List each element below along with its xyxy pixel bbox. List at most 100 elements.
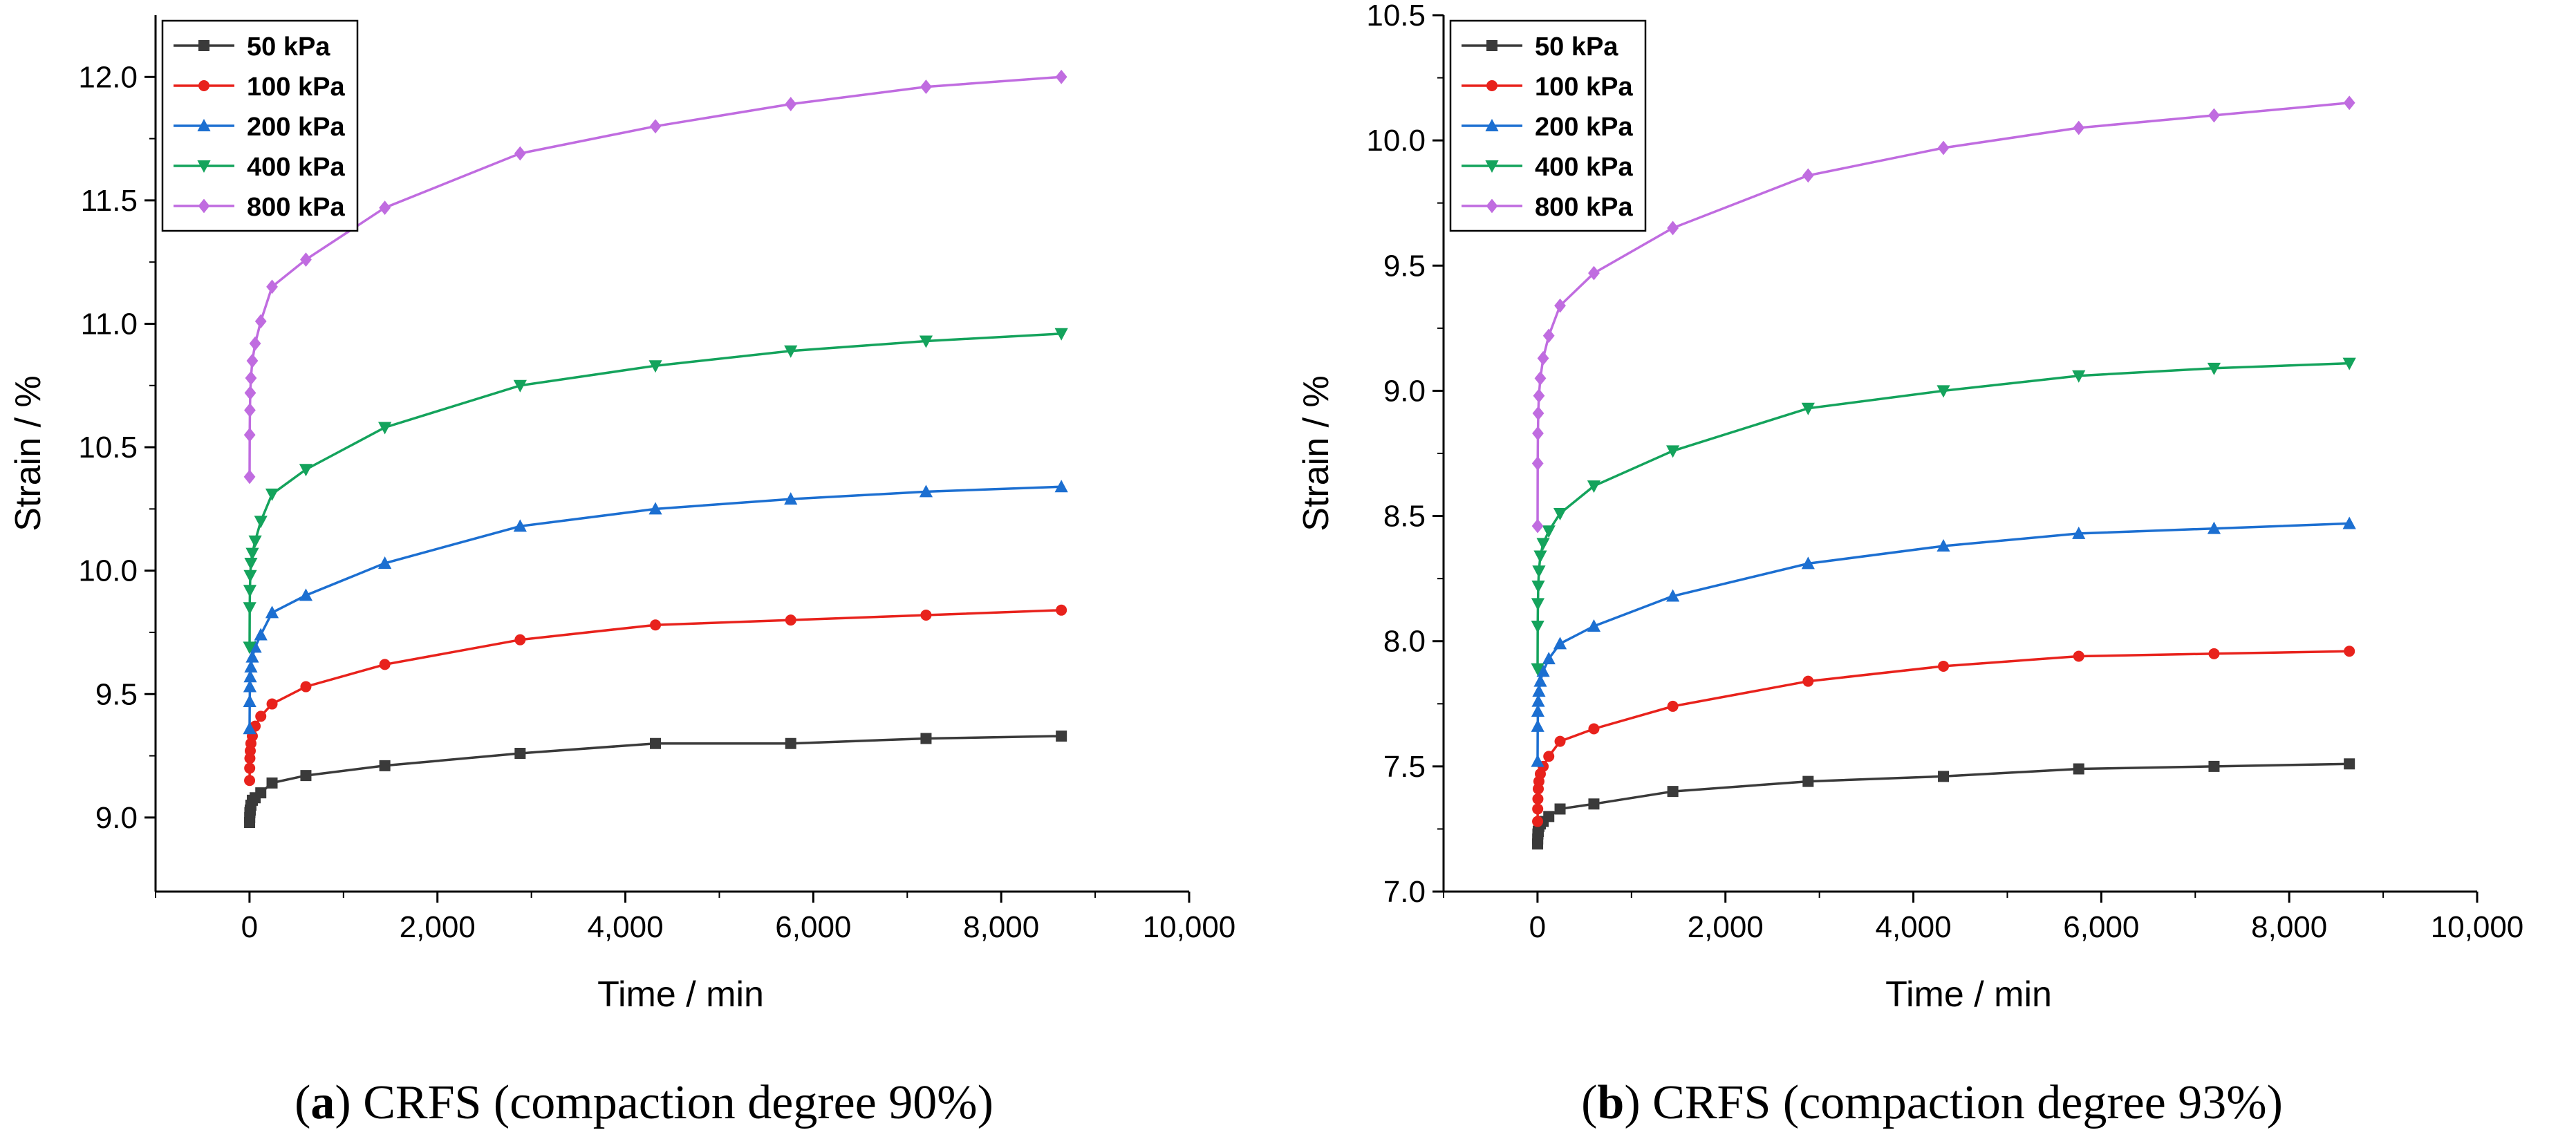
- series-line: [248, 735, 1062, 823]
- legend-label: 100 kPa: [1535, 73, 1633, 102]
- data-point: [1531, 704, 1545, 717]
- series-line: [248, 75, 1062, 477]
- data-point: [785, 97, 797, 111]
- data-point: [244, 762, 256, 774]
- data-point: [1532, 565, 1546, 578]
- data-point: [1801, 556, 1815, 570]
- data-point: [243, 679, 257, 693]
- caption-a: (a) CRFS (compaction degree 90%): [295, 1076, 993, 1129]
- data-point: [255, 711, 267, 722]
- data-point: [1553, 637, 1567, 650]
- y-tick-label: 7.5: [1383, 750, 1426, 784]
- x-tick-label: 8,000: [2251, 910, 2327, 944]
- data-point: [1588, 723, 1600, 735]
- data-point: [514, 747, 526, 759]
- data-point: [1802, 775, 1814, 787]
- data-point: [1554, 803, 1566, 815]
- y-tick-label: 11.5: [81, 184, 138, 218]
- y-tick-label: 10.5: [78, 431, 138, 464]
- y-tick-label: 11.0: [81, 307, 138, 341]
- data-point: [649, 119, 662, 134]
- data-point: [254, 516, 268, 529]
- data-point: [2072, 526, 2086, 539]
- legend-marker: [198, 40, 209, 51]
- data-point: [379, 200, 391, 216]
- data-point: [920, 609, 932, 621]
- data-point: [254, 314, 267, 329]
- data-point: [1542, 328, 1555, 344]
- data-point: [514, 146, 526, 161]
- data-point: [1667, 220, 1679, 236]
- x-tick-label: 8,000: [963, 910, 1039, 944]
- data-point: [1533, 550, 1547, 563]
- y-axis-label: Strain / %: [1296, 375, 1336, 531]
- legend-item: 100 kPa: [174, 73, 345, 102]
- x-tick-label: 4,000: [1875, 910, 1951, 944]
- data-point: [1056, 730, 1067, 742]
- data-point: [2208, 108, 2220, 123]
- data-point: [1937, 140, 1950, 156]
- data-point: [1588, 265, 1600, 281]
- data-point: [1532, 426, 1544, 441]
- legend-marker: [1485, 119, 1499, 131]
- data-point: [2207, 521, 2221, 534]
- series-50-kpa: [244, 730, 1067, 828]
- data-point: [2072, 370, 2086, 383]
- legend-label: 400 kPa: [247, 153, 345, 182]
- data-point: [1536, 664, 1550, 677]
- legend-label: 50 kPa: [1535, 32, 1618, 62]
- y-tick-label: 8.5: [1383, 500, 1426, 534]
- data-point: [1542, 525, 1556, 538]
- series-line: [248, 332, 1062, 648]
- y-tick-label: 7.0: [1383, 875, 1426, 909]
- data-point: [2073, 650, 2084, 662]
- data-point: [650, 737, 662, 749]
- data-point: [2073, 763, 2084, 775]
- data-point: [1802, 168, 1814, 183]
- data-point: [245, 650, 259, 663]
- series-800-kpa: [243, 69, 1067, 484]
- data-point: [1531, 518, 1544, 534]
- data-point: [243, 585, 257, 598]
- data-point: [2208, 760, 2220, 772]
- data-point: [1536, 538, 1550, 551]
- y-tick-label: 10.0: [78, 554, 138, 588]
- data-point: [785, 614, 796, 626]
- data-point: [1587, 619, 1601, 632]
- series-line: [1536, 522, 2350, 762]
- legend-marker: [1486, 40, 1497, 51]
- data-point: [265, 488, 279, 501]
- data-point: [1936, 539, 1950, 552]
- legend-label: 50 kPa: [247, 32, 330, 62]
- data-point: [243, 722, 256, 735]
- data-point: [265, 605, 279, 619]
- series-200-kpa: [243, 480, 1068, 735]
- data-point: [2073, 120, 2085, 135]
- data-point: [784, 345, 798, 358]
- data-point: [379, 659, 391, 670]
- y-tick-label: 10.0: [1366, 124, 1426, 158]
- data-point: [2342, 357, 2356, 370]
- legend-item: 400 kPa: [1462, 153, 1633, 182]
- data-point: [299, 464, 313, 477]
- data-point: [1666, 589, 1680, 602]
- y-tick-label: 9.0: [1383, 374, 1426, 408]
- data-point: [1542, 652, 1556, 665]
- caption-b-label: b: [1597, 1076, 1625, 1129]
- data-point: [248, 535, 262, 548]
- data-point: [1531, 754, 1544, 767]
- legend-marker: [197, 160, 211, 173]
- series-100-kpa: [1532, 646, 2355, 827]
- data-point: [513, 519, 527, 532]
- data-point: [243, 670, 257, 683]
- series-400-kpa: [243, 328, 1068, 655]
- data-point: [1054, 480, 1068, 493]
- chart-b: 0 2,000 4,000 6,000 8,000 10,000 7.0 7.5 8.0 8.5 9…: [1296, 0, 2523, 1015]
- data-point: [1532, 803, 1544, 815]
- caption-a-text: CRFS (compaction degree 90%): [363, 1076, 993, 1129]
- data-point: [1938, 771, 1950, 782]
- data-point: [784, 492, 798, 505]
- data-point: [648, 502, 662, 515]
- series-line: [1536, 102, 2350, 527]
- data-point: [1531, 694, 1545, 707]
